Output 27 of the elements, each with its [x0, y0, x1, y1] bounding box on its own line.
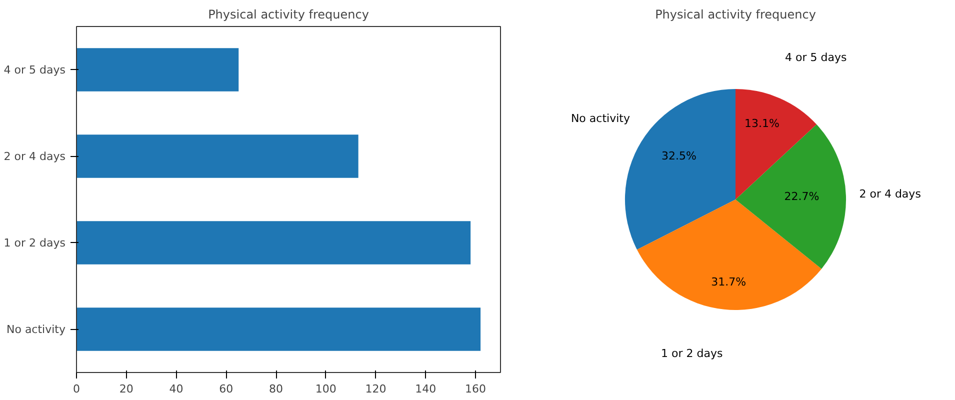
x-tick-label: 140: [415, 382, 436, 396]
y-tick-label: 1 or 2 days: [4, 236, 66, 250]
y-tick-label: 4 or 5 days: [4, 63, 66, 76]
x-tick-label: 0: [73, 382, 80, 396]
x-tick-label: 120: [365, 382, 386, 396]
x-tick-label: 160: [465, 382, 486, 396]
bar: [76, 308, 481, 351]
data-label: 13.1%: [744, 116, 780, 130]
x-tick-label: 40: [169, 382, 184, 396]
data-label: 22.7%: [784, 190, 820, 204]
chart-title: Physical activity frequency: [208, 8, 369, 22]
slice-label: 2 or 4 days: [859, 188, 922, 201]
x-tick-label: 100: [315, 382, 336, 396]
bar: [76, 134, 358, 178]
x-tick-label: 60: [219, 382, 234, 396]
chart-title: Physical activity frequency: [655, 8, 816, 22]
bar: [76, 48, 239, 92]
data-label: 32.5%: [661, 150, 696, 163]
slice-label: No activity: [570, 112, 630, 126]
bar: [76, 221, 471, 264]
y-tick-label: 2 or 4 days: [4, 150, 66, 163]
y-tick-label: No activity: [6, 322, 66, 336]
slice-label: 4 or 5 days: [785, 50, 847, 64]
data-label: 31.7%: [711, 276, 746, 289]
slice-label: 1 or 2 days: [660, 347, 723, 360]
x-tick-label: 20: [119, 382, 134, 396]
x-tick-label: 80: [269, 382, 284, 396]
